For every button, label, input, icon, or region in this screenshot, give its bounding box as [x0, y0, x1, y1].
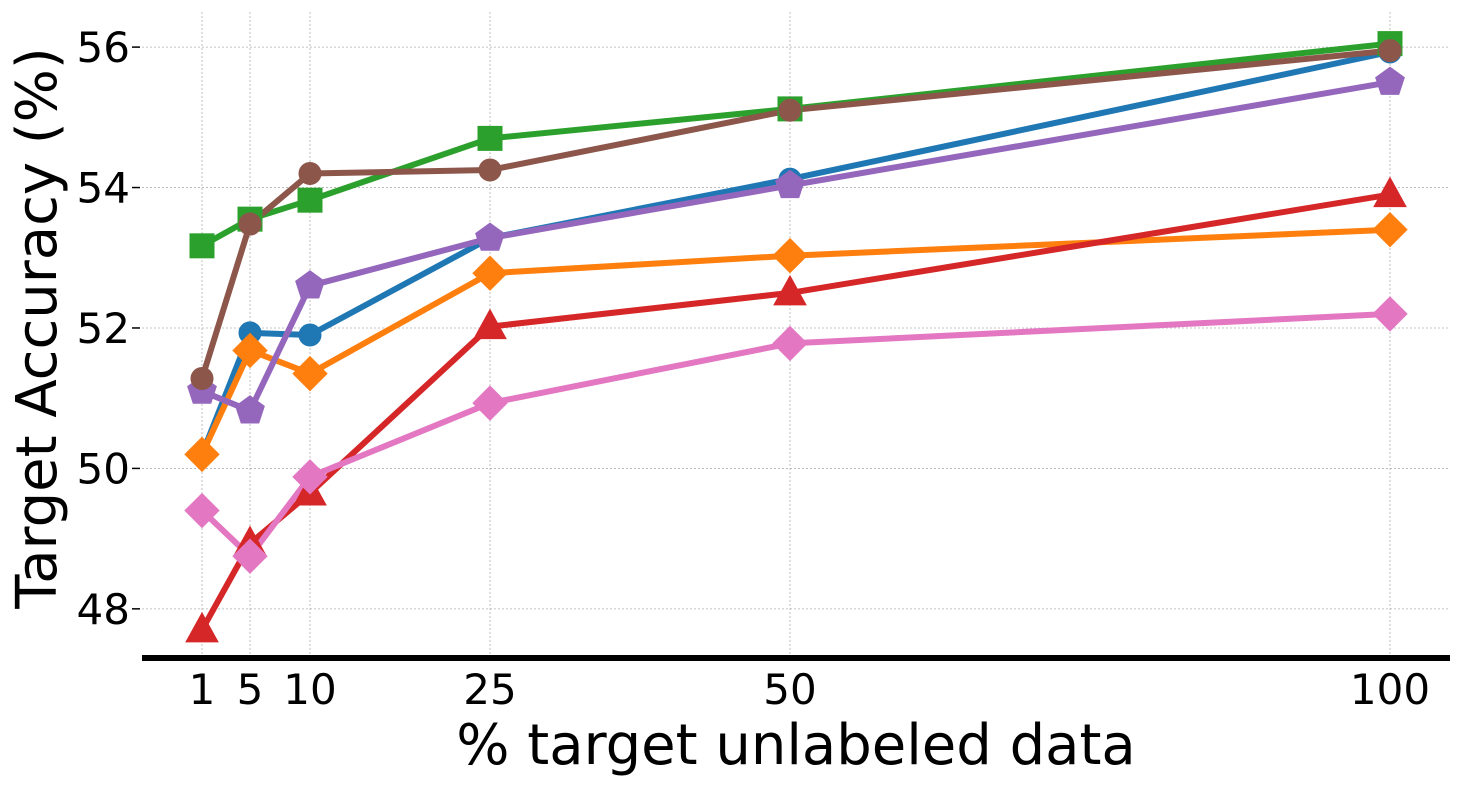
data-point-diamond	[1372, 211, 1408, 248]
data-point-diamond	[184, 492, 220, 529]
data-point-pentagon	[1375, 66, 1405, 95]
tick-labels: 1 5 10 25 50 100 48 50 52 54 56	[77, 23, 1431, 714]
series-markers-pink	[184, 296, 1408, 574]
data-point-diamond	[472, 255, 508, 291]
series-markers-orange	[184, 211, 1408, 473]
y-tick-label: 48	[77, 585, 130, 634]
y-tick-label: 52	[77, 304, 130, 353]
data-point-circle	[1378, 39, 1402, 63]
x-tick-label: 50	[763, 665, 816, 714]
data-point-triangle	[473, 308, 507, 340]
x-axis-title: % target unlabeled data	[456, 713, 1135, 778]
data-point-diamond	[292, 355, 328, 392]
series-markers-brown	[190, 39, 1402, 391]
data-point-square	[297, 187, 323, 213]
data-point-diamond	[292, 459, 328, 495]
data-point-pentagon	[295, 270, 325, 299]
data-point-diamond	[232, 538, 268, 574]
series-line-brown	[199, 47, 1393, 382]
data-point-square	[477, 125, 503, 151]
x-tick-label: 1	[189, 665, 216, 714]
x-tick-label: 25	[463, 665, 516, 714]
data-point-circle	[478, 158, 502, 182]
data-point-diamond	[1372, 296, 1408, 332]
data-point-pentagon	[775, 169, 805, 199]
y-axis-title: Target Accuracy (%)	[5, 47, 70, 609]
data-point-pentagon	[235, 395, 265, 424]
data-point-circle	[298, 323, 322, 347]
data-point-diamond	[184, 436, 220, 473]
series-markers	[184, 31, 1408, 643]
data-point-triangle	[773, 274, 807, 306]
data-point-diamond	[232, 332, 268, 369]
data-point-diamond	[772, 325, 808, 362]
data-point-diamond	[472, 385, 508, 421]
data-point-circle	[778, 98, 802, 122]
y-tick-label: 50	[77, 444, 130, 493]
data-point-triangle	[185, 611, 219, 643]
x-tick-label: 10	[283, 665, 336, 714]
data-point-triangle	[1373, 176, 1407, 208]
data-point-square	[189, 233, 215, 259]
series-line-green	[199, 40, 1393, 249]
data-point-circle	[238, 212, 262, 236]
data-point-circle	[298, 162, 322, 185]
series-line-orange	[199, 226, 1393, 458]
data-point-pentagon	[475, 222, 505, 251]
x-tick-label: 100	[1350, 665, 1430, 714]
x-tick-label: 5	[237, 665, 264, 714]
data-point-diamond	[772, 237, 808, 274]
y-tick-label: 54	[77, 164, 130, 213]
y-tick-label: 56	[77, 23, 130, 72]
data-point-circle	[190, 367, 214, 391]
